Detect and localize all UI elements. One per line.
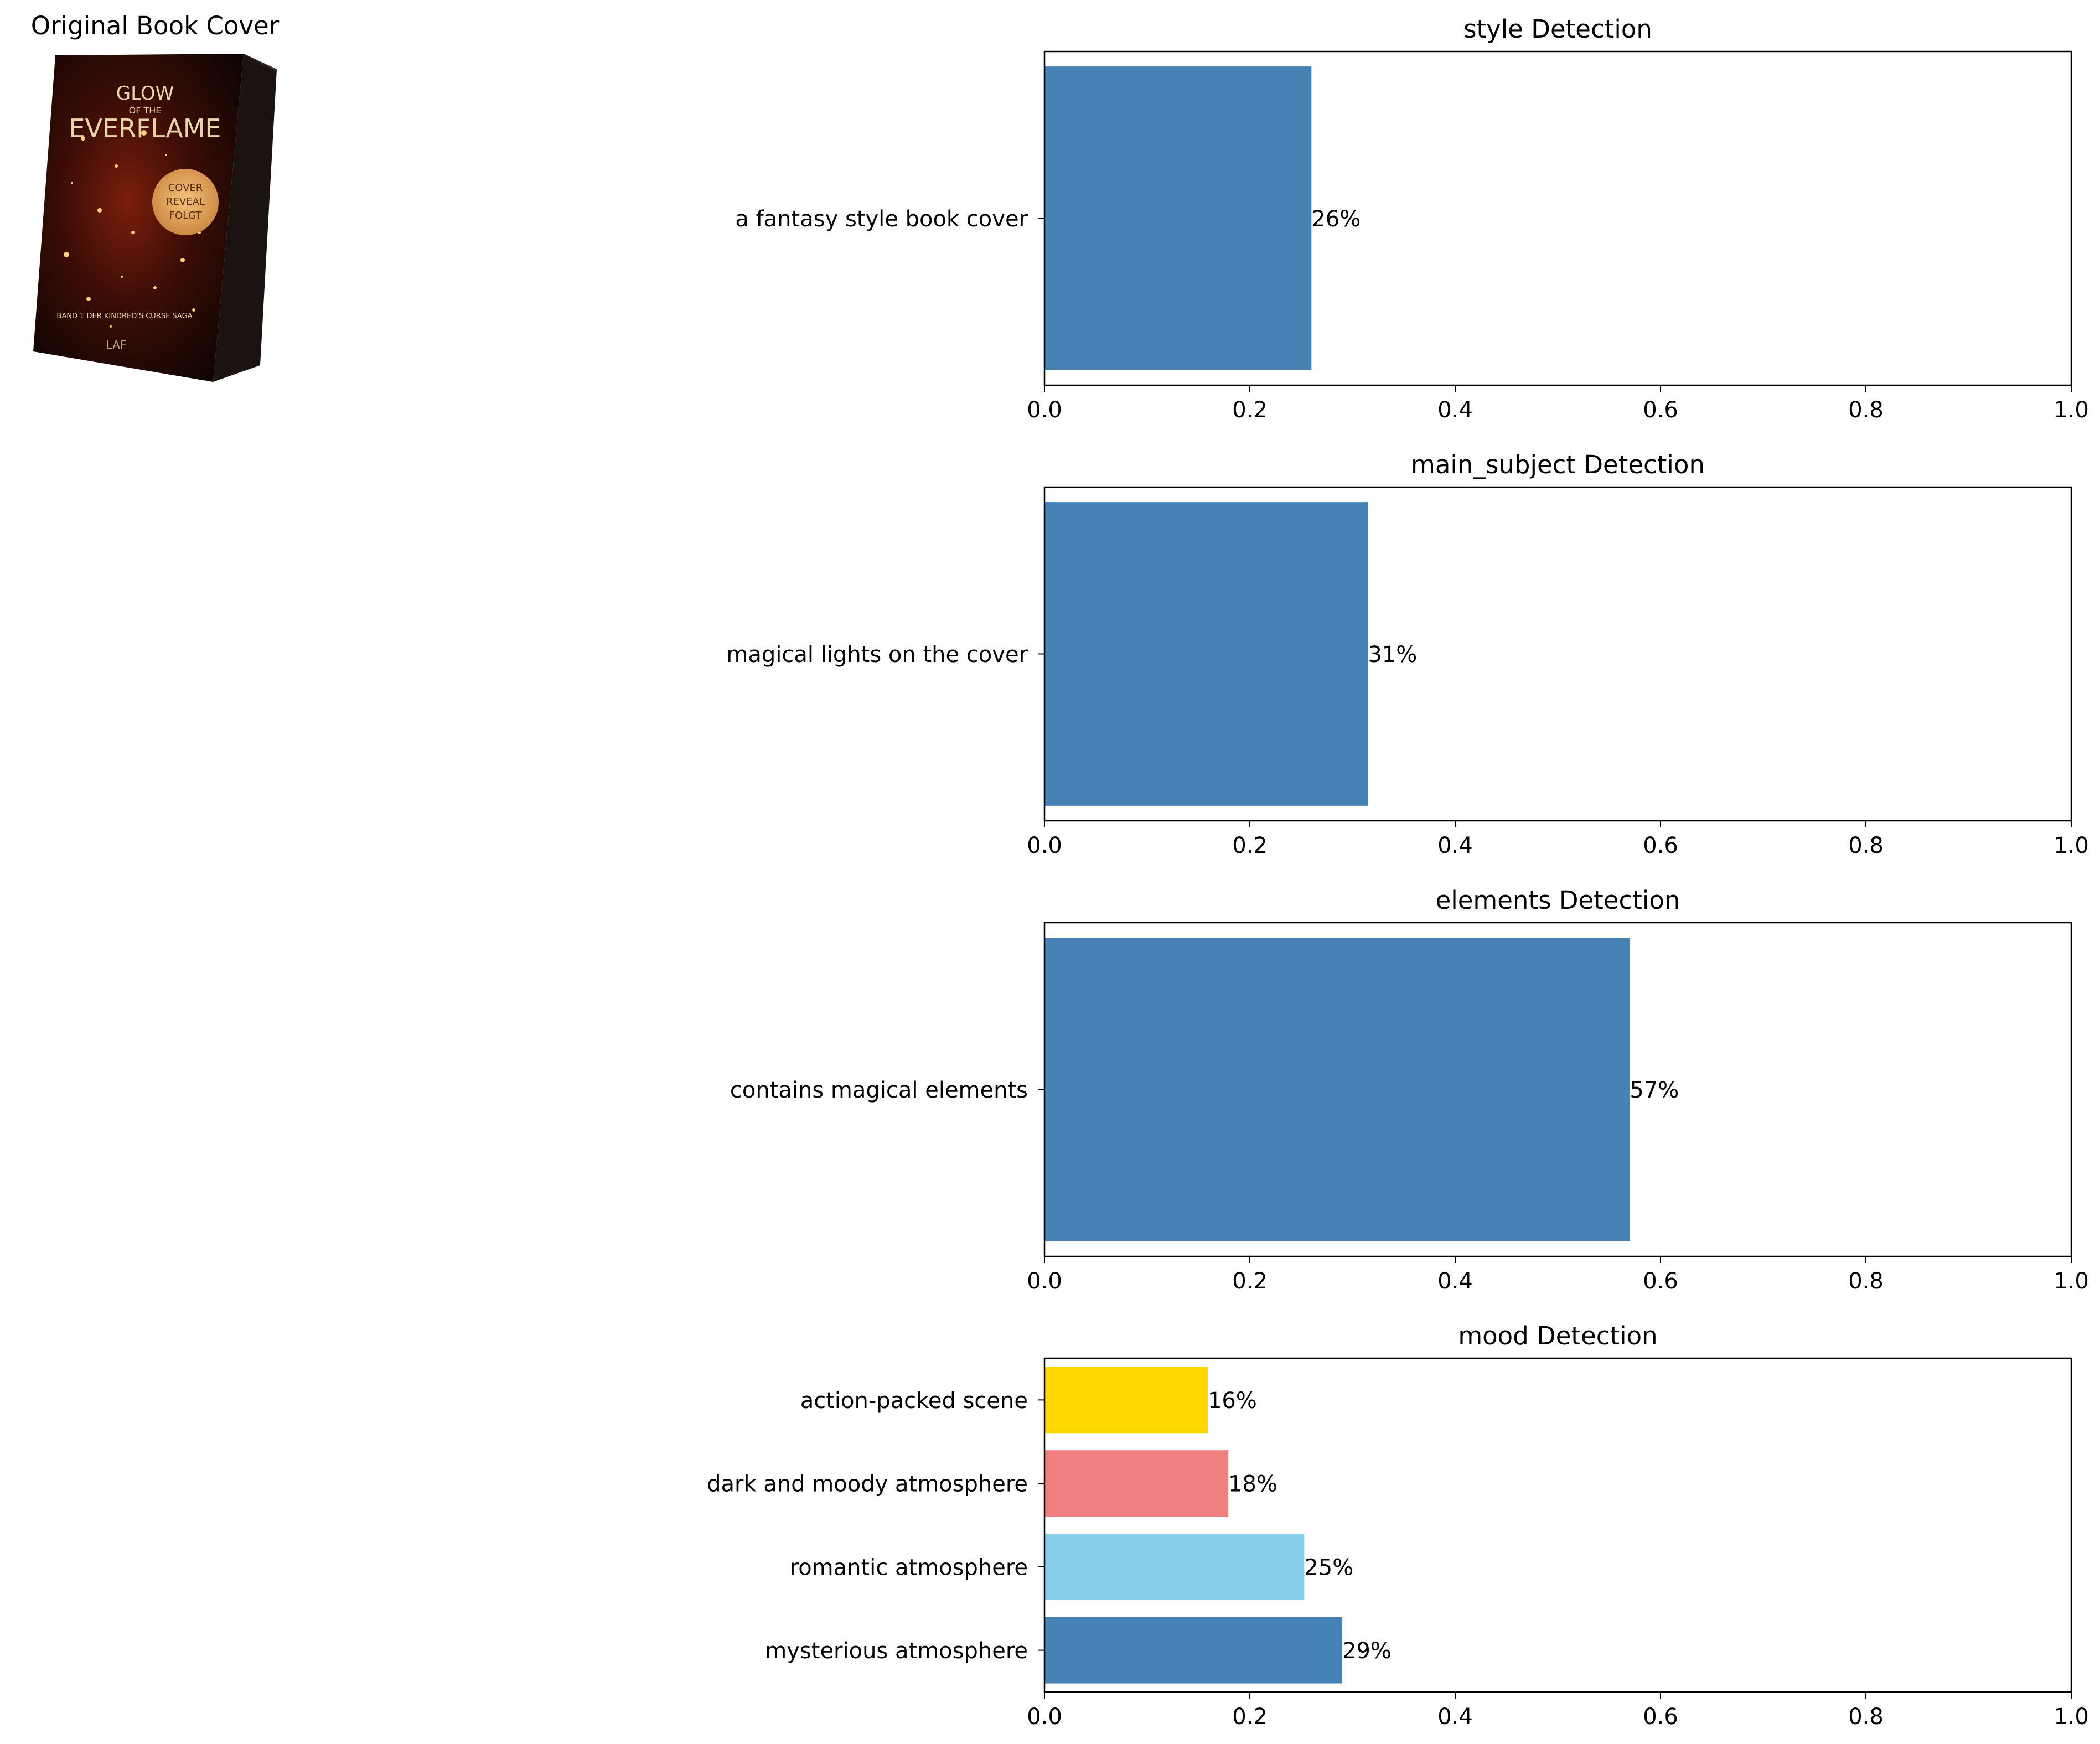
cover-title-line2: OF THE [129,105,162,116]
bar-value-label: 16% [1208,1388,1257,1414]
x-tick-label: 0.0 [1027,397,1062,423]
bar [1044,1450,1229,1517]
bar [1044,1617,1342,1684]
bar [1044,1533,1305,1600]
cover-badge-line2: REVEAL [166,196,205,208]
y-tick-label: mysterious atmosphere [765,1638,1028,1664]
bar-value-label: 31% [1368,642,1417,667]
bar [1044,938,1630,1241]
y-tick-label: contains magical elements [730,1078,1028,1103]
cover-title-line1: GLOW [116,82,174,105]
bar [1044,502,1368,806]
x-tick-label: 0.6 [1643,397,1678,423]
axes-frame [1043,922,2072,1257]
y-tick-label: dark and moody atmosphere [707,1472,1028,1497]
axes-frame [1043,50,2072,386]
x-tick-label: 1.0 [2054,1704,2089,1730]
bar-value-label: 25% [1304,1555,1353,1580]
x-tick-label: 0.8 [1848,397,1884,423]
x-tick-label: 0.2 [1232,1269,1268,1294]
chart-title: main_subject Detection [1411,450,1705,479]
x-tick-label: 0.4 [1437,1269,1473,1294]
x-tick-label: 0.6 [1643,1269,1678,1294]
y-tick-label: romantic atmosphere [790,1555,1028,1580]
x-tick-label: 0.4 [1437,1704,1473,1730]
cover-badge-line3: FOLGT [169,210,203,221]
bar-value-label: 57% [1630,1078,1679,1103]
x-tick-label: 0.2 [1232,1704,1268,1730]
x-tick-label: 0.6 [1643,833,1678,858]
x-tick-label: 0.4 [1437,833,1473,858]
cover-title-line3: EVERFLAME [69,113,221,143]
axes-frame [1043,486,2072,822]
x-tick-label: 0.4 [1437,397,1473,423]
bar-value-label: 18% [1228,1472,1277,1497]
cover-publisher: LAF [106,338,127,351]
y-tick-label: a fantasy style book cover [735,206,1028,232]
chart-panel-0: style Detection 26% a fantasy style book c… [735,14,2088,423]
cover-panel-title: Original Book Cover [30,11,280,40]
x-tick-label: 0.8 [1848,1269,1884,1294]
y-tick-label: action-packed scene [800,1388,1028,1414]
x-tick-label: 0.2 [1232,397,1268,423]
axes-frame [1043,1357,2072,1693]
x-tick-label: 0.8 [1848,833,1884,858]
cover-subtitle: BAND 1 DER KINDRED'S CURSE SAGA [56,312,192,320]
cover-front [33,54,244,382]
book-cover-image: GLOW OF THE EVERFLAME COVER REVEAL FOLGT… [33,54,277,382]
cover-badge [152,169,219,235]
x-tick-label: 0.8 [1848,1704,1884,1730]
bar-value-label: 29% [1342,1638,1392,1664]
bar-value-label: 26% [1311,206,1361,232]
chart-panel-3: mood Detection 29% mysterious atmosphere 25… [707,1321,2089,1730]
x-tick-label: 0.2 [1232,833,1268,858]
x-tick-label: 0.6 [1643,1704,1678,1730]
chart-panel-1: main_subject Detection 31% magical lights … [726,450,2088,858]
x-tick-label: 0.0 [1027,833,1062,858]
x-tick-label: 1.0 [2054,1269,2089,1294]
cover-badge-line1: COVER [168,182,203,194]
x-tick-label: 1.0 [2054,833,2089,858]
x-tick-label: 1.0 [2054,397,2089,423]
chart-panel-2: elements Detection 57% contains magical el… [730,886,2089,1294]
chart-title: style Detection [1463,14,1652,44]
cover-panel: Original Book Cover [0,0,332,399]
x-tick-label: 0.0 [1027,1704,1062,1730]
chart-title: mood Detection [1458,1321,1657,1350]
chart-title: elements Detection [1436,886,1680,915]
bar [1044,66,1312,370]
bar [1044,1367,1208,1434]
x-tick-label: 0.0 [1027,1269,1062,1294]
y-tick-label: magical lights on the cover [726,642,1028,667]
